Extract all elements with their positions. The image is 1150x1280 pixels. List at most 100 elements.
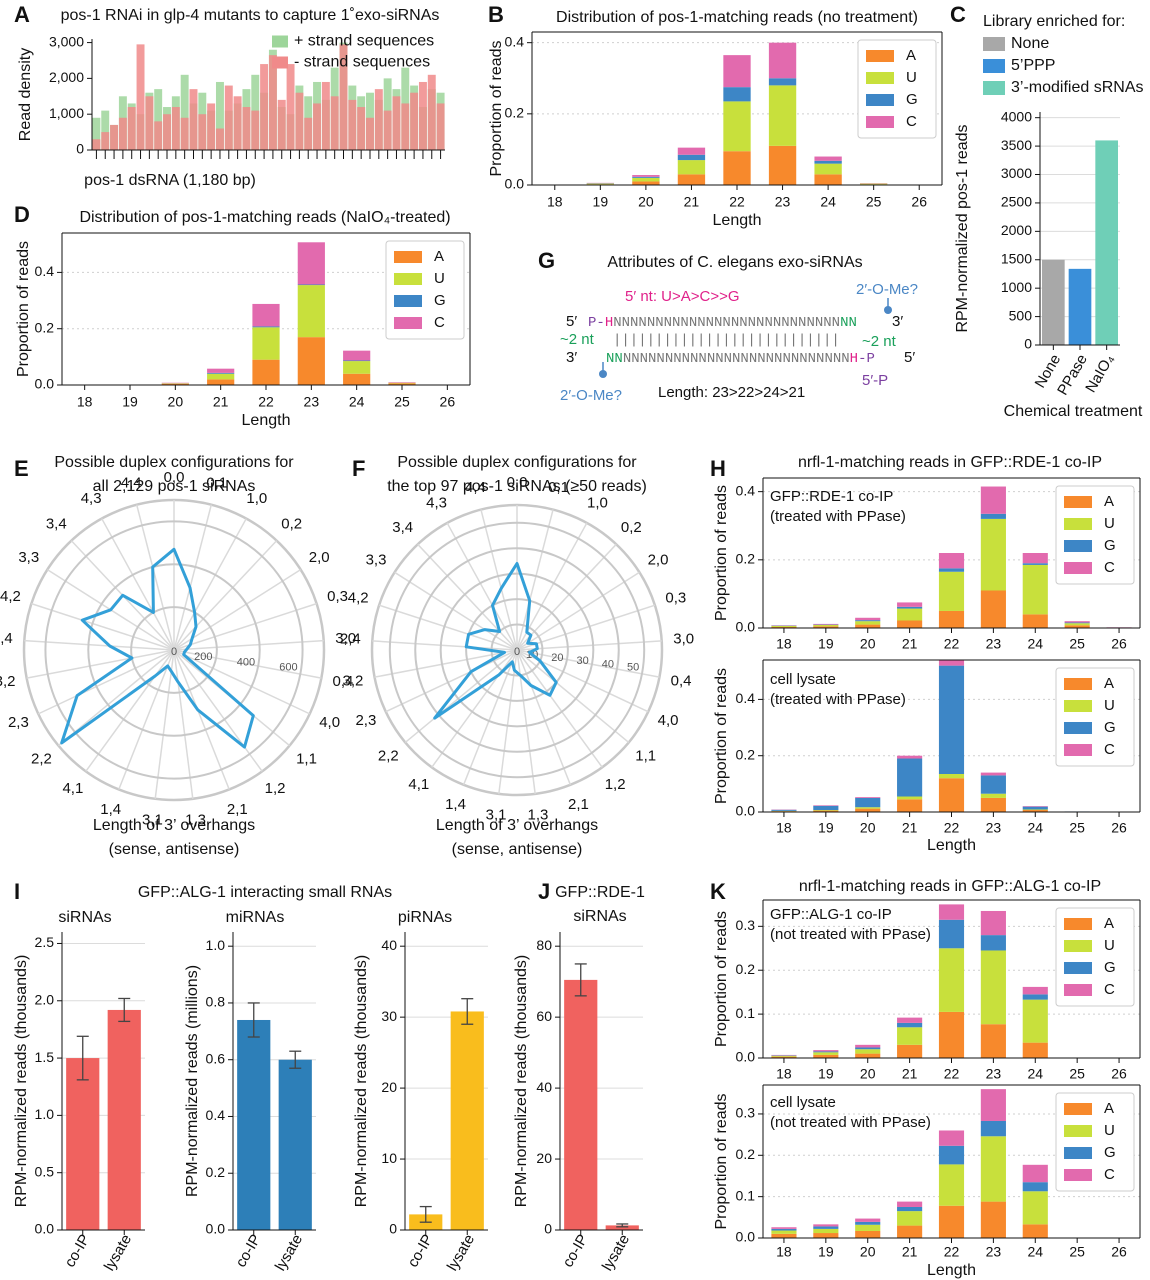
bar-segment: [855, 1224, 881, 1231]
bar-segment: [938, 553, 965, 569]
bar-segment: [632, 176, 660, 178]
bar-segment: [1064, 625, 1090, 628]
y-tick-label: 30: [381, 1008, 397, 1024]
bar-segment: [632, 175, 660, 177]
y-axis-label: RPM-normalized reads (thousands): [353, 955, 370, 1208]
x-tick-label: lysate: [101, 1231, 135, 1273]
annotation: (not treated with PPase): [770, 926, 931, 943]
y-tick-label: 1000: [1001, 279, 1032, 295]
bar: [304, 117, 313, 150]
bar-segment: [980, 1136, 1006, 1202]
bar-segment: [677, 160, 706, 175]
x-tick-label: 19: [122, 394, 138, 410]
spoke: [173, 540, 278, 651]
strand-part: NNNNNNNNNNNNNNNNNNNNNNNNNNN: [623, 351, 850, 367]
bar-segment: [1022, 806, 1048, 807]
bar-segment: [343, 350, 371, 361]
bar: [374, 89, 383, 150]
chart-title: Distribution of pos-1-matching reads (Na…: [79, 209, 450, 226]
bar-segment: [938, 665, 965, 774]
chart-title: miRNAs: [226, 909, 285, 926]
category-label: 4,1: [408, 776, 429, 793]
category-label: 0,0: [164, 469, 185, 486]
chart-title: piRNAs: [398, 909, 452, 926]
bar-segment: [980, 590, 1006, 628]
bar-segment: [855, 808, 881, 812]
legend-label: C: [1104, 741, 1115, 758]
legend-label: + strand sequences: [294, 33, 434, 50]
bar: [339, 44, 348, 150]
bar-segment: [813, 624, 839, 627]
radar-line: [60, 547, 255, 749]
y-tick-label: 40: [536, 1079, 552, 1095]
bar: [224, 85, 233, 150]
category-label: 2,1: [227, 801, 248, 818]
bar: [215, 128, 224, 150]
legend-label: G: [906, 91, 918, 108]
y-tick-label: 0.1: [736, 1187, 756, 1203]
x-tick-label: 23: [986, 1066, 1002, 1082]
y-axis-label: Proportion of reads: [713, 911, 730, 1047]
x-tick-label: 21: [213, 394, 229, 410]
bar-segment: [897, 1201, 923, 1207]
x-tick-label: 22: [944, 636, 960, 652]
legend-swatch: [394, 317, 422, 329]
category-label: 1,4: [445, 796, 466, 813]
strand-part: -P: [858, 351, 875, 367]
spoke: [446, 522, 518, 651]
y-tick-label: 0.0: [736, 1229, 756, 1245]
bar-segment: [677, 147, 706, 155]
bar: [180, 117, 189, 150]
y-tick-label: 0.2: [206, 1164, 226, 1180]
y-axis-label: Proportion of reads: [488, 40, 505, 176]
bar: [171, 107, 180, 150]
annotation: cell lysate: [770, 671, 836, 688]
bar-segment: [938, 1011, 965, 1058]
bar-segment: [938, 660, 965, 666]
y-tick-label: 4000: [1001, 108, 1032, 124]
legend-label: G: [1104, 537, 1116, 554]
bar: [277, 99, 286, 150]
x-tick-label: 18: [776, 636, 792, 652]
bar-segment: [388, 382, 416, 384]
bar-segment: [252, 359, 280, 385]
bar-segment: [586, 183, 614, 185]
bar-segment: [860, 183, 888, 185]
category-label: 3,2: [0, 673, 15, 690]
bar: [233, 96, 242, 150]
bar-segment: [768, 78, 797, 86]
bar-segment: [1022, 994, 1048, 1000]
spoke: [173, 649, 230, 790]
y-tick-label: 3,000: [49, 33, 84, 49]
x-tick-label: lysate: [599, 1231, 633, 1273]
diagram-title: Attributes of C. elegans exo-siRNAs: [607, 254, 862, 271]
bar: [145, 96, 154, 150]
category-label: 3,2: [343, 672, 364, 689]
bar-segment: [897, 1211, 923, 1226]
legend-swatch: [983, 59, 1005, 73]
y-tick-label: 0.2: [35, 319, 55, 335]
top-strand: P-HNNNNNNNNNNNNNNNNNNNNNNNNNNNNN: [588, 315, 857, 331]
x-tick-label: lysate: [444, 1231, 478, 1273]
bar-segment: [855, 1221, 881, 1225]
bar: [564, 979, 598, 1230]
x-tick-label: 18: [776, 1066, 792, 1082]
bar-segment: [855, 1044, 881, 1048]
bar-segment: [813, 1224, 839, 1227]
panel-letter: G: [538, 248, 555, 273]
y-tick-label: 1.5: [35, 1049, 55, 1065]
legend-label: G: [434, 292, 446, 309]
legend-title: Library enriched for:: [983, 13, 1125, 30]
annotation: GFP::RDE-1 co-IP: [770, 488, 893, 505]
y-tick-label: 2.0: [35, 991, 55, 1007]
bar-segment: [1022, 553, 1048, 564]
x-axis-label: Chemical treatment: [1004, 403, 1143, 420]
bar: [268, 55, 277, 151]
x-axis-label: pos-1 dsRNA (1,180 bp): [84, 172, 256, 189]
y-tick-label: 0.0: [35, 1221, 55, 1237]
r-tick-label: 50: [627, 661, 639, 673]
bar-segment: [1064, 621, 1090, 623]
bar-segment: [1064, 623, 1090, 626]
y-axis-label: Proportion of reads: [15, 241, 32, 377]
bar-segment: [897, 758, 923, 797]
